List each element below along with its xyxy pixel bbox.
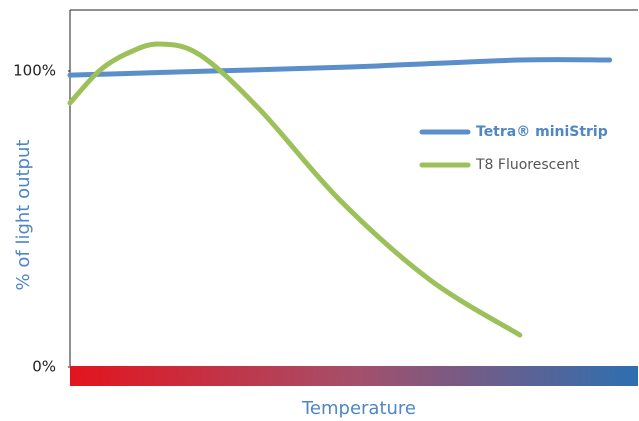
series-line <box>67 41 523 338</box>
legend-label: Tetra® miniStrip <box>476 124 608 140</box>
legend-label: T8 Fluorescent <box>475 157 580 173</box>
series-line <box>67 57 613 78</box>
y-tick-label: 0% <box>32 358 56 376</box>
x-axis-label: Temperature <box>301 398 416 419</box>
temperature-bar <box>70 366 638 386</box>
y-tick-label: 100% <box>13 62 56 80</box>
y-axis-label: % of light output <box>13 140 34 291</box>
